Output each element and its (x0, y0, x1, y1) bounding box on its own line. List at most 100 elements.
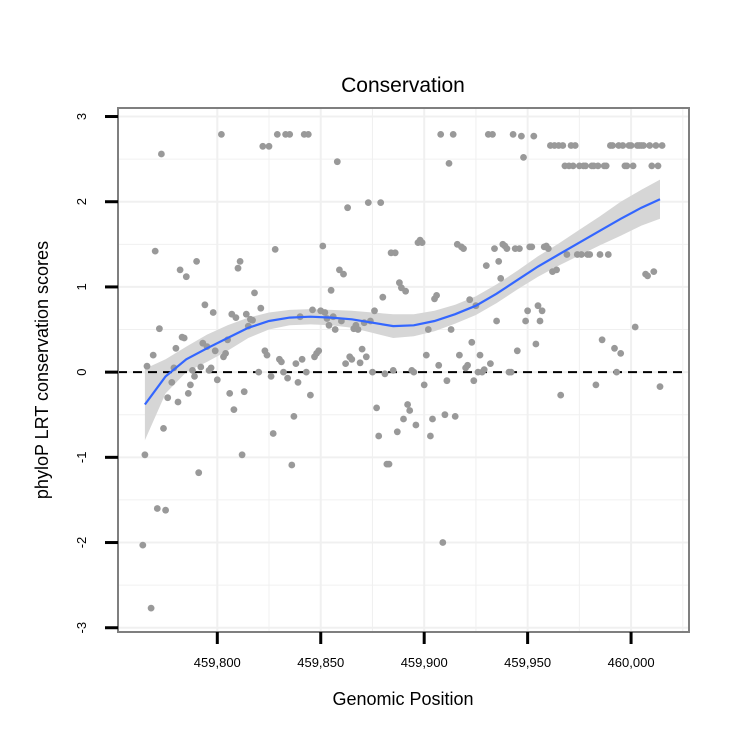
data-point (654, 162, 662, 170)
x-axis-label: Genomic Position (332, 689, 473, 709)
data-point (348, 355, 356, 363)
data-point (153, 505, 161, 512)
data-point (158, 150, 165, 158)
data-point (493, 317, 500, 325)
data-point (160, 425, 167, 432)
data-point (180, 334, 188, 342)
data-point (209, 309, 217, 316)
data-point (596, 251, 604, 258)
y-tick-label: 0 (74, 368, 89, 375)
data-point (151, 247, 159, 255)
data-point (456, 351, 463, 359)
data-point (222, 350, 230, 357)
data-point (468, 338, 476, 346)
data-point (437, 131, 445, 138)
data-point (265, 142, 273, 150)
data-point (184, 390, 192, 397)
data-point (242, 310, 250, 318)
data-point (617, 350, 625, 357)
data-point (406, 407, 414, 414)
data-point (340, 270, 347, 278)
data-point (518, 132, 525, 140)
data-point (491, 245, 498, 253)
confidence-band (144, 179, 660, 441)
data-point (513, 347, 521, 355)
data-point (240, 388, 248, 396)
data-point (309, 306, 316, 314)
data-point (507, 368, 515, 376)
data-point (331, 326, 339, 333)
x-tick-label: 459,850 (297, 655, 344, 670)
data-point (429, 415, 436, 423)
data-point (232, 314, 240, 321)
data-point (578, 251, 585, 258)
data-point (650, 268, 658, 275)
data-point (213, 376, 221, 384)
data-point (447, 326, 455, 333)
grid (118, 108, 689, 632)
data-point (611, 344, 618, 352)
plot-frame (117, 107, 690, 633)
data-point (373, 404, 380, 412)
data-point (559, 142, 567, 149)
data-point (218, 131, 225, 138)
data-point (439, 539, 447, 546)
data-point (604, 251, 612, 258)
data-point (356, 359, 364, 367)
data-point (503, 245, 511, 253)
data-point (193, 258, 201, 265)
data-point (598, 336, 606, 344)
data-point (400, 415, 407, 423)
data-point (302, 368, 310, 376)
data-point (441, 411, 449, 419)
data-point (480, 366, 488, 373)
data-point (315, 347, 323, 355)
data-point (609, 142, 616, 149)
data-point (263, 351, 271, 359)
data-point (255, 368, 263, 376)
data-point (534, 302, 542, 310)
data-point (195, 469, 203, 477)
data-point (451, 413, 459, 420)
data-point (191, 373, 198, 380)
data-point (658, 142, 666, 149)
data-point (536, 317, 544, 325)
data-point (369, 368, 376, 376)
data-point (464, 361, 471, 369)
data-point (644, 272, 651, 280)
data-point (164, 394, 172, 402)
data-point (402, 287, 409, 295)
data-point (278, 358, 285, 366)
data-point (269, 430, 277, 437)
data-point (226, 390, 234, 397)
data-point (371, 307, 378, 315)
data-point (557, 391, 565, 399)
y-axis: -3 -2 -1 0 1 2 3 (74, 113, 118, 633)
data-point (594, 162, 602, 170)
data-point (433, 292, 440, 299)
data-point (182, 273, 190, 281)
y-tick-label: 2 (74, 198, 89, 205)
data-point (298, 355, 306, 363)
chart-title: Conservation (341, 74, 465, 97)
data-point (147, 604, 155, 612)
data-point (623, 162, 631, 170)
data-point (319, 242, 327, 250)
data-point (325, 321, 333, 329)
data-point (381, 370, 389, 378)
data-point (354, 326, 362, 333)
data-point (528, 243, 536, 251)
data-point (553, 266, 560, 274)
data-point (640, 142, 647, 149)
data-point (592, 381, 600, 389)
data-point (362, 353, 370, 361)
y-tick-label: 3 (74, 113, 89, 120)
x-tick-label: 459,800 (194, 655, 241, 670)
data-point (495, 258, 503, 265)
data-point (385, 460, 393, 468)
data-point (482, 262, 490, 269)
data-point (489, 131, 496, 138)
y-tick-label: -1 (74, 452, 89, 464)
data-point (487, 360, 494, 367)
